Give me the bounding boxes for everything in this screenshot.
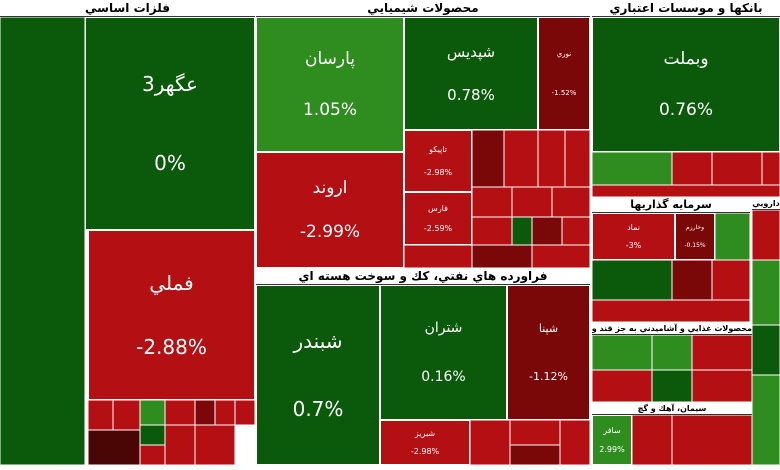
stock-tile: نوري -1.52% <box>538 17 590 130</box>
sector-title: سرمايه گذاريها <box>592 197 750 213</box>
stock-tile: فملي -2.88% <box>88 230 255 400</box>
stock-tile: وخارزم -0.15% <box>675 213 715 260</box>
stock-change: 1.05% <box>302 100 357 120</box>
stock-change: 2.99% <box>599 445 625 454</box>
stock-name: نوري <box>556 49 572 58</box>
stock-tile: شتران 0.16% <box>380 285 507 420</box>
sector-title: سيمان، آهك و گچ <box>592 402 752 415</box>
stock-tile: اروند -2.99% <box>256 152 404 268</box>
sector-title: فلزات اساسي <box>0 0 255 17</box>
stock-name: پارسان <box>304 49 356 69</box>
stock-tile: سافر 2.99% <box>592 415 632 465</box>
stock-tile: پارسان 1.05% <box>256 17 404 152</box>
stock-change: -2.88% <box>136 335 207 359</box>
stock-change: 0.16% <box>421 369 466 386</box>
sector-title: محصولات شيميايي <box>256 0 590 17</box>
stock-name: وخارزم <box>686 224 704 232</box>
stock-name: تاپيكو <box>429 145 447 154</box>
stock-change: 0% <box>154 150 186 175</box>
sector-title: فراورده هاي نفتي، كك و سوخت هسته اي <box>256 268 590 285</box>
stock-tile: شبريز -2.98% <box>380 420 470 465</box>
stock-tile: عگهر3 0% <box>85 17 255 230</box>
stock-change: -0.15% <box>684 241 706 249</box>
stock-name: اروند <box>312 177 348 198</box>
stock-name: فملي <box>149 271 194 295</box>
stock-name: شبندر <box>293 329 343 354</box>
stock-name: شبريز <box>414 429 436 439</box>
stock-change: -2.98% <box>423 168 453 177</box>
stock-change: -2.99% <box>299 222 361 243</box>
stock-name: وبملت <box>663 49 709 69</box>
stock-tile: فارس -2.59% <box>404 192 472 245</box>
stock-name: عگهر3 <box>142 72 198 97</box>
sector-title: محصولات غذايي و آشاميدني به جز قند و شكر <box>592 322 752 335</box>
stock-name: فارس <box>428 204 448 213</box>
stock-tile: شبندر 0.7% <box>256 285 380 465</box>
stock-tile: نماد -3% <box>592 213 675 260</box>
stock-name: شپنا <box>538 321 559 335</box>
sector-title: دارويي <box>752 197 780 210</box>
stock-tile: وبملت 0.76% <box>592 17 780 152</box>
stock-change: -1.12% <box>529 370 568 384</box>
stock-change: 0.78% <box>447 86 495 104</box>
stock-name: شپديس <box>446 43 496 61</box>
stock-name: سافر <box>603 426 621 435</box>
stock-name: شتران <box>424 319 463 336</box>
stock-change: -1.52% <box>551 89 577 98</box>
stock-change: 0.76% <box>658 100 713 120</box>
stock-tile: شپديس 0.78% <box>404 17 538 130</box>
stock-tile: شپنا -1.12% <box>507 285 590 420</box>
stock-name: نماد <box>627 223 640 232</box>
stock-change: -2.59% <box>423 224 453 233</box>
stock-change: 0.7% <box>292 396 344 421</box>
stock-change: -2.98% <box>410 446 440 456</box>
stock-change: -3% <box>625 241 642 250</box>
sector-title: بانكها و موسسات اعتباري <box>592 0 780 17</box>
stock-tile: تاپيكو -2.98% <box>404 130 472 192</box>
